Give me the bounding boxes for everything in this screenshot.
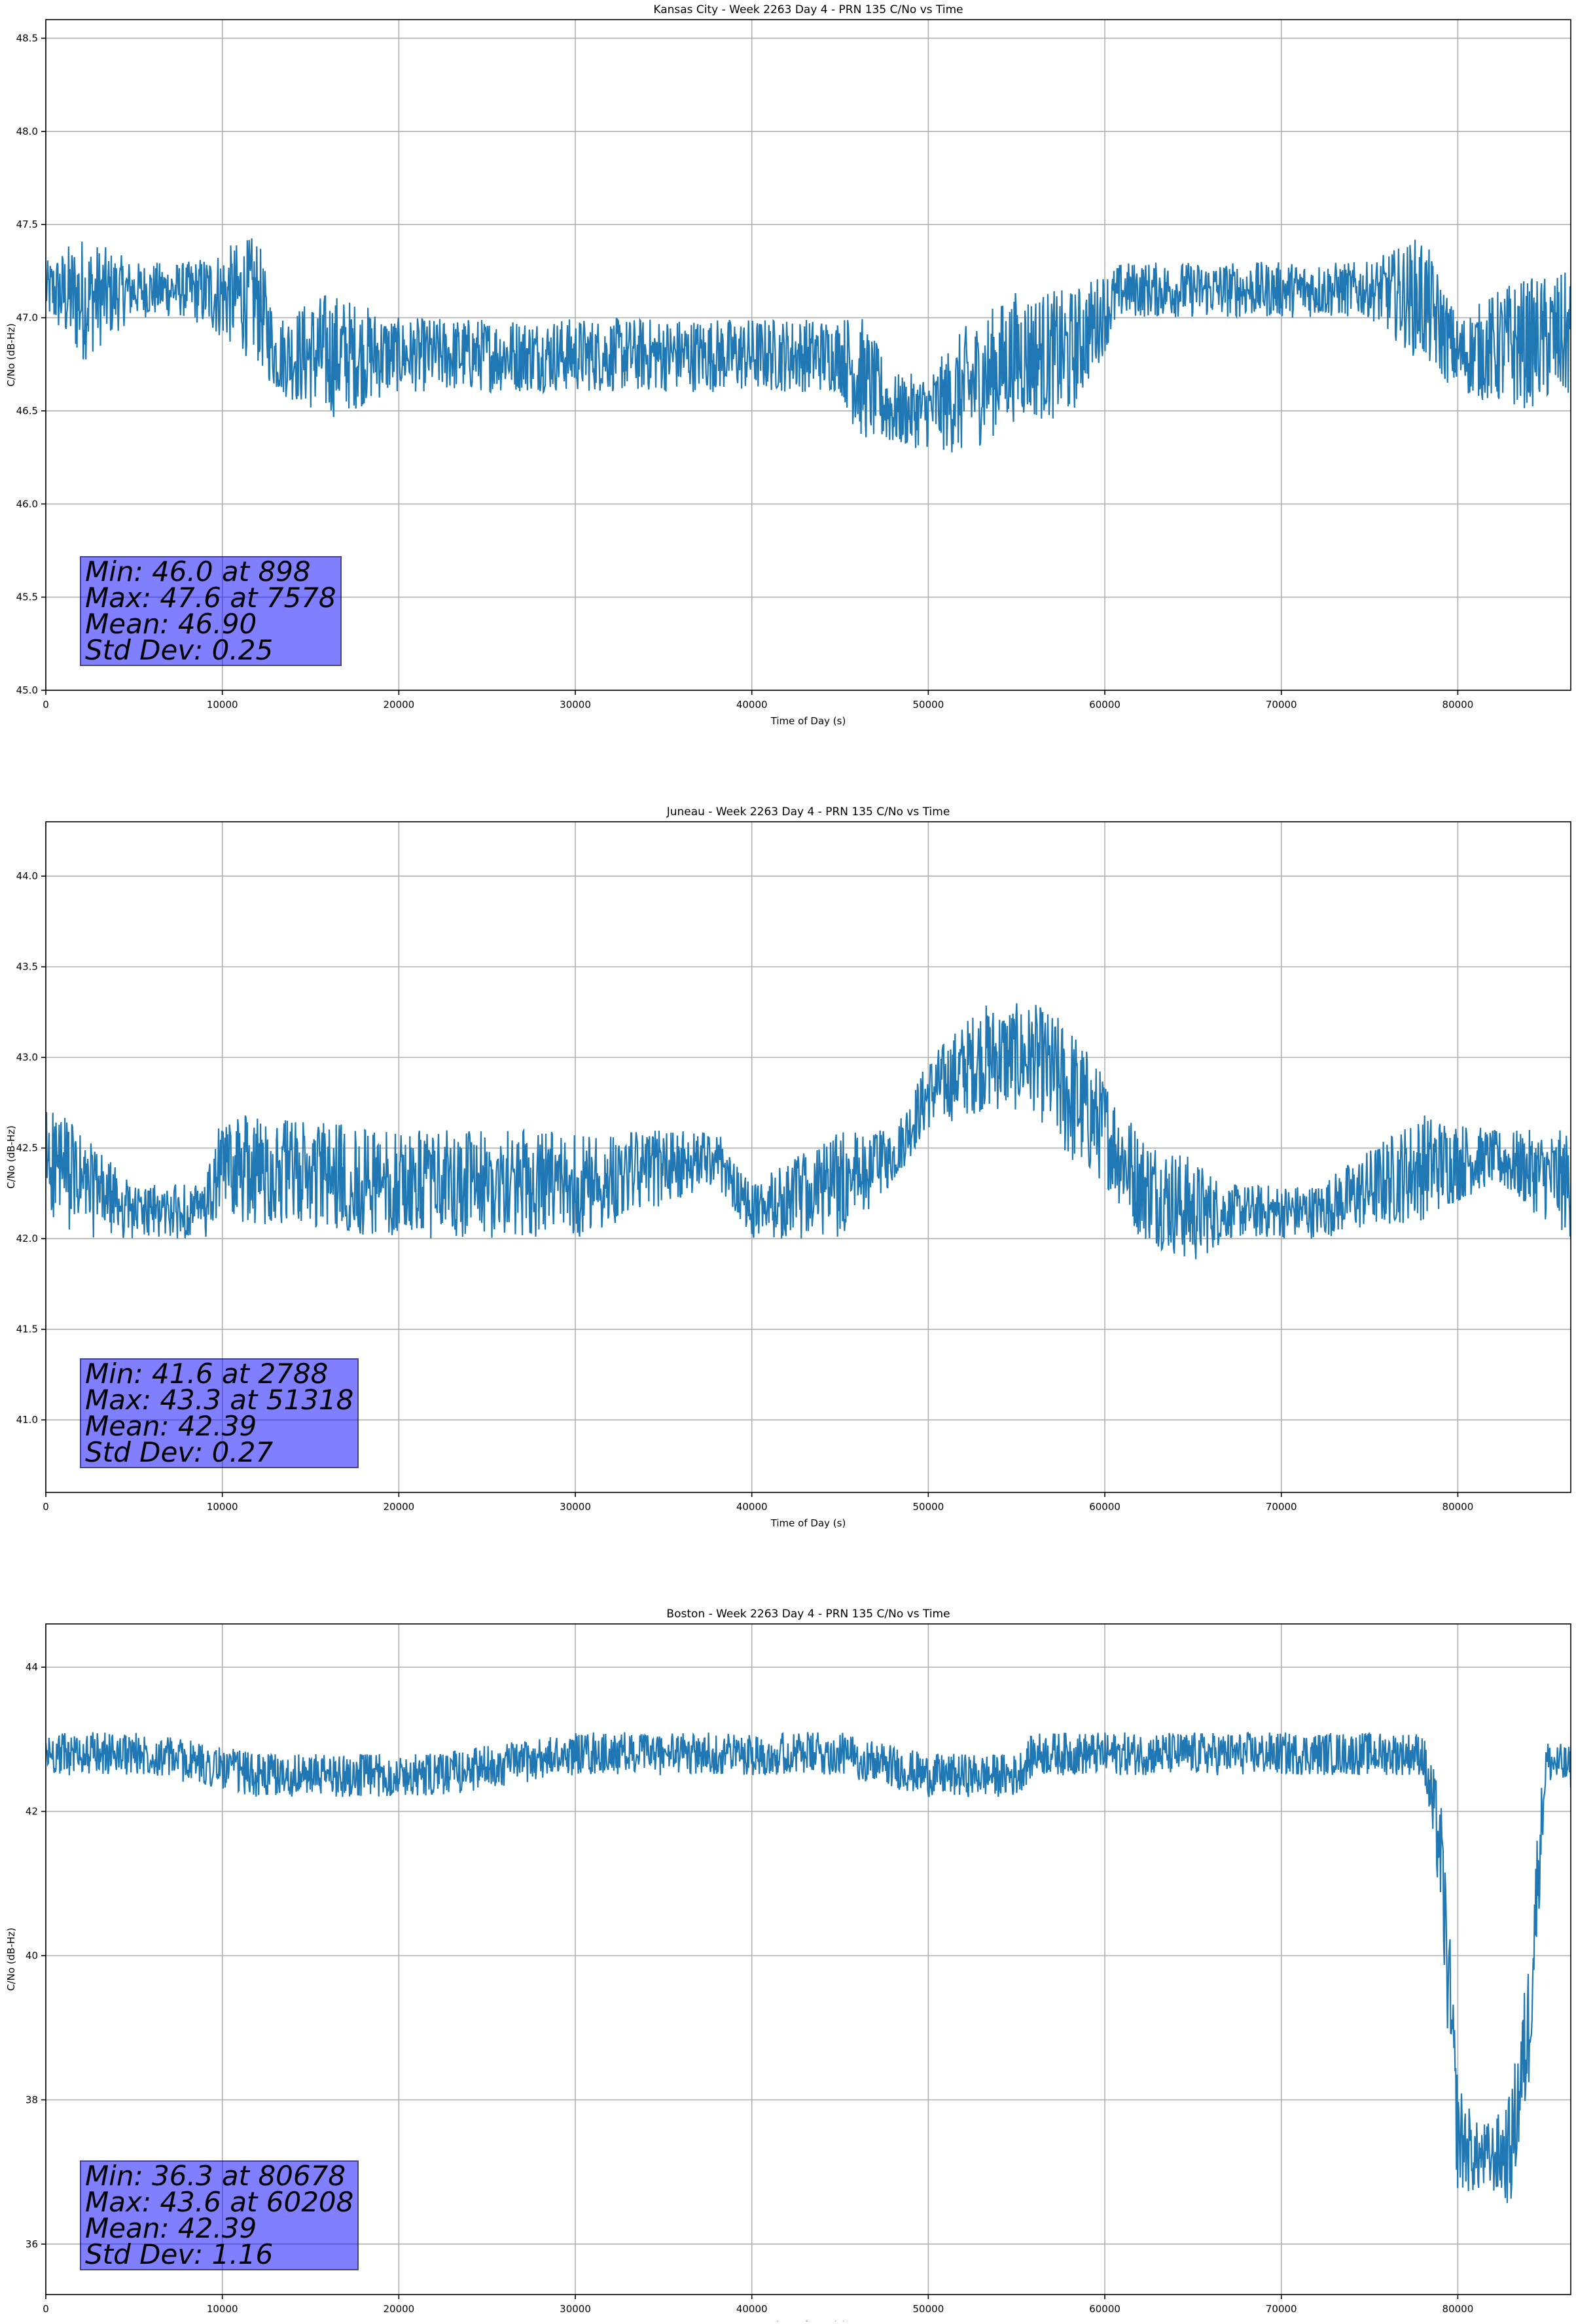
y-tick-label: 43.0 (16, 1051, 38, 1063)
stat-mean: Mean: 46.90 (85, 608, 257, 640)
x-tick-label: 80000 (1442, 1501, 1474, 1513)
y-tick-label: 47.0 (16, 312, 38, 324)
x-tick-label: 30000 (560, 699, 591, 711)
x-tick-label: 50000 (913, 1501, 944, 1513)
x-tick-label: 0 (43, 699, 49, 711)
y-tick-label: 42 (26, 1806, 38, 1818)
stat-std-dev: Std Dev: 1.16 (85, 2238, 274, 2270)
y-tick-label: 42.5 (16, 1142, 38, 1154)
x-tick-label: 10000 (207, 699, 238, 711)
y-axis-label: C/No (dB-Hz) (5, 1125, 17, 1189)
stat-mean: Mean: 42.39 (85, 1410, 257, 1442)
y-axis-label: C/No (dB-Hz) (5, 323, 17, 387)
y-tick-label: 46.0 (16, 498, 38, 510)
x-tick-label: 50000 (913, 2303, 944, 2315)
x-tick-label: 0 (43, 2303, 49, 2315)
x-tick-label: 80000 (1442, 699, 1474, 711)
x-tick-label: 80000 (1442, 2303, 1474, 2315)
stat-std-dev: Std Dev: 0.27 (85, 1436, 274, 1468)
stat-mean: Mean: 42.39 (85, 2212, 257, 2244)
y-tick-label: 46.5 (16, 405, 38, 417)
y-tick-label: 48.0 (16, 126, 38, 137)
y-tick-label: 48.5 (16, 32, 38, 44)
data-line (46, 1003, 1571, 1259)
x-tick-label: 20000 (383, 1501, 414, 1513)
y-tick-label: 44 (26, 1661, 38, 1673)
x-tick-label: 0 (43, 1501, 49, 1513)
stat-std-dev: Std Dev: 0.25 (85, 634, 274, 666)
chart-title: Juneau - Week 2263 Day 4 - PRN 135 C/No … (666, 805, 950, 819)
y-tick-label: 43.5 (16, 961, 38, 973)
chart-title: Boston - Week 2263 Day 4 - PRN 135 C/No … (666, 1608, 950, 1621)
y-tick-label: 38 (26, 2094, 38, 2105)
x-tick-label: 70000 (1266, 699, 1297, 711)
x-axis-label: Time of Day (s) (770, 715, 846, 727)
y-axis-label: C/No (dB-Hz) (5, 1928, 17, 1991)
x-tick-label: 20000 (383, 699, 414, 711)
stat-min: Min: 46.0 at 898 (85, 555, 311, 588)
x-tick-label: 70000 (1266, 2303, 1297, 2315)
axes-frame (45, 821, 1571, 1493)
x-tick-label: 20000 (383, 2303, 414, 2315)
chart-title: Kansas City - Week 2263 Day 4 - PRN 135 … (653, 3, 963, 16)
y-tick-label: 44.0 (16, 870, 38, 882)
x-tick-label: 50000 (913, 699, 944, 711)
y-tick-label: 41.0 (16, 1414, 38, 1426)
axes-frame (45, 19, 1571, 691)
stats-box-kansas-city: Min: 46.0 at 898 Max: 47.6 at 7578 Mean:… (80, 556, 342, 666)
stat-max: Max: 43.6 at 60208 (85, 2186, 354, 2218)
axes-frame (45, 1623, 1571, 2295)
data-line (46, 238, 1571, 453)
stat-max: Max: 43.3 at 51318 (85, 1384, 354, 1416)
y-tick-label: 36 (26, 2238, 38, 2250)
x-tick-label: 40000 (736, 1501, 768, 1513)
stat-min: Min: 36.3 at 80678 (85, 2160, 346, 2192)
y-tick-label: 42.0 (16, 1233, 38, 1244)
y-tick-label: 47.5 (16, 219, 38, 230)
x-tick-label: 60000 (1089, 699, 1120, 711)
x-tick-label: 40000 (736, 699, 768, 711)
x-tick-label: 10000 (207, 2303, 238, 2315)
y-tick-label: 45.0 (16, 684, 38, 696)
x-tick-label: 40000 (736, 2303, 768, 2315)
x-tick-label: 30000 (560, 2303, 591, 2315)
stat-min: Min: 41.6 at 2788 (85, 1358, 329, 1390)
x-tick-label: 60000 (1089, 2303, 1120, 2315)
stats-box-juneau: Min: 41.6 at 2788 Max: 43.3 at 51318 Mea… (80, 1358, 359, 1468)
stats-box-boston: Min: 36.3 at 80678 Max: 43.6 at 60208 Me… (80, 2160, 359, 2270)
y-tick-label: 40 (26, 1950, 38, 1962)
x-tick-label: 70000 (1266, 1501, 1297, 1513)
x-tick-label: 60000 (1089, 1501, 1120, 1513)
x-axis-label: Time of Day (s) (770, 1517, 846, 1529)
x-tick-label: 30000 (560, 1501, 591, 1513)
x-tick-label: 10000 (207, 1501, 238, 1513)
y-tick-label: 41.5 (16, 1324, 38, 1335)
y-tick-label: 45.5 (16, 591, 38, 603)
stat-max: Max: 47.6 at 7578 (85, 582, 336, 614)
data-line (46, 1731, 1571, 2204)
